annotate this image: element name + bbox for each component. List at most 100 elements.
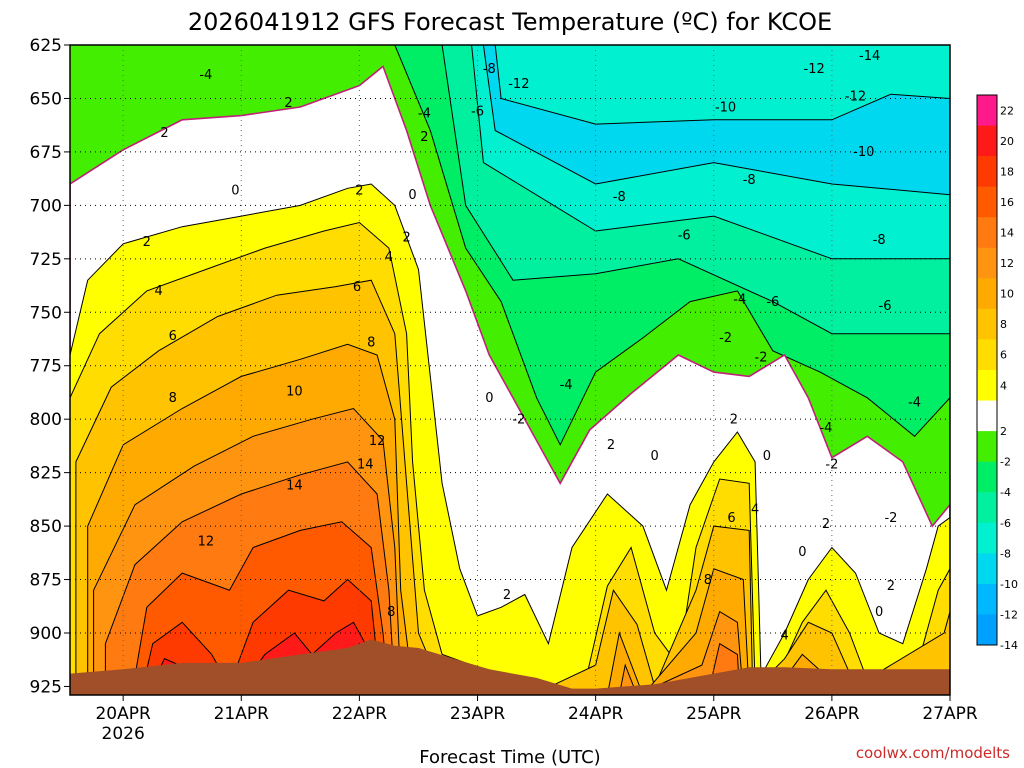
colorbar-swatch: [977, 461, 997, 493]
x-tick-label: 20APR: [95, 704, 151, 724]
contour-label: 2: [284, 96, 292, 111]
colorbar-legend: 22 20 18 16 14 12 10 8 6 4 2 -2 -4 -6 -8 -10 -12 -14: [976, 94, 1018, 652]
contour-label: 0: [875, 605, 883, 620]
colorbar-swatch: [977, 125, 997, 157]
chart-title: 2026041912 GFS Forecast Temperature (ºC)…: [188, 8, 832, 36]
contour-label: -8: [743, 173, 756, 188]
contour-label: 6: [169, 329, 177, 344]
temperature-bands: [70, 45, 950, 695]
x-tick-label: 27APR: [922, 704, 978, 724]
contour-label: -4: [418, 107, 431, 122]
contour-label: -4: [733, 293, 746, 308]
contour-label: 8: [387, 605, 395, 620]
colorbar-label: 18: [1000, 165, 1014, 178]
y-tick-label: 625: [30, 36, 62, 56]
y-tick-label: 800: [30, 410, 62, 430]
contour-label: 4: [751, 502, 759, 517]
contour-label: -12: [804, 62, 825, 77]
plot-frame: [69, 44, 951, 696]
contour-label: 4: [154, 284, 162, 299]
contour-label: 12: [198, 534, 215, 549]
colorbar-swatch: [977, 370, 997, 402]
y-tick-label: 875: [30, 571, 62, 591]
colorbar-swatch: [977, 492, 997, 524]
contour-label: -12: [845, 90, 866, 105]
y-tick-label: 850: [30, 517, 62, 537]
contour-label: 12: [369, 434, 386, 449]
contour-label: -2: [512, 412, 525, 427]
x-axis: 20APR 21APR 22APR 23APR 24APR 25APR 26APR 27APR…: [95, 695, 978, 744]
contour-label: 2: [607, 438, 615, 453]
colorbar-label: -8: [1000, 547, 1011, 560]
colorbar-label: 10: [1000, 288, 1014, 301]
contour-label: 2: [822, 517, 830, 532]
contour-label: -10: [853, 145, 874, 160]
y-tick-label: 675: [30, 143, 62, 163]
contour-label: -2: [719, 331, 732, 346]
contour-label: 6: [353, 280, 361, 295]
contour-label: -8: [873, 233, 886, 248]
colorbar-swatch: [977, 614, 997, 646]
contour-label: -6: [879, 299, 892, 314]
contour-label: 0: [763, 449, 771, 464]
x-tick-label: 21APR: [214, 704, 270, 724]
contour-label: 2: [503, 588, 511, 603]
contour-label: -2: [884, 511, 897, 526]
colorbar-swatch: [977, 431, 997, 463]
contour-label: 8: [169, 391, 177, 406]
contour-labels: -14 -12 -12 -12 -8 -10 -10 -6 -8 -8 -8 -6 -6 -6 -4 -4 -4…: [143, 49, 921, 643]
colorbar-swatch: [977, 278, 997, 310]
contour-label: 10: [286, 385, 303, 400]
contour-label: -2: [755, 350, 768, 365]
contour-label: 0: [485, 391, 493, 406]
contour-label: 2: [160, 126, 168, 141]
contour-label: 14: [286, 479, 303, 494]
y-tick-label: 775: [30, 357, 62, 377]
x-tick-label: 26APR: [804, 704, 860, 724]
colorbar-swatch: [977, 156, 997, 188]
x-axis-label: Forecast Time (UTC): [419, 747, 600, 768]
contour-label: -4: [560, 378, 573, 393]
contour-label: -14: [859, 49, 880, 64]
y-tick-label: 825: [30, 464, 62, 484]
colorbar-label: 12: [1000, 257, 1014, 270]
contour-label: -8: [483, 62, 496, 77]
colorbar-frame: [976, 94, 998, 646]
x-tick-label: 24APR: [568, 704, 624, 724]
contour-label: -6: [766, 295, 779, 310]
contour-label: 2: [143, 235, 151, 250]
colorbar-label: 6: [1000, 349, 1007, 362]
colorbar-swatch: [977, 247, 997, 279]
contour-label: 0: [651, 449, 659, 464]
contour-label: 6: [727, 511, 735, 526]
colorbar-label: -14: [1000, 639, 1018, 652]
colorbar-label: -4: [1000, 486, 1011, 499]
contour-label: 0: [408, 188, 416, 203]
contour-label: 0: [798, 545, 806, 560]
colorbar-swatch: [977, 217, 997, 249]
y-tick-label: 900: [30, 624, 62, 644]
contour-label: -2: [825, 457, 838, 472]
contour-label: 2: [420, 130, 428, 145]
contour-label: 4: [780, 628, 788, 643]
colorbar-label: -2: [1000, 456, 1011, 469]
y-tick-label: 725: [30, 250, 62, 270]
y-tick-label: 925: [30, 677, 62, 697]
colorbar-label: 20: [1000, 135, 1014, 148]
colorbar-label: 8: [1000, 318, 1007, 331]
colorbar-swatch: [977, 553, 997, 585]
contour-label: 8: [367, 335, 375, 350]
x-year-label: 2026: [102, 724, 145, 744]
colorbar-label: 2: [1000, 425, 1007, 438]
colorbar-label: 4: [1000, 379, 1007, 392]
colorbar-swatch: [977, 186, 997, 218]
colorbar-label: -6: [1000, 517, 1011, 530]
contour-label: 8: [704, 573, 712, 588]
colorbar-swatch: [977, 583, 997, 615]
colorbar-label: 14: [1000, 227, 1014, 240]
credit-link[interactable]: coolwx.com/modelts: [856, 744, 1010, 762]
colorbar-swatch: [977, 400, 997, 432]
contour-label: -6: [471, 105, 484, 120]
contour-label: -6: [678, 229, 691, 244]
